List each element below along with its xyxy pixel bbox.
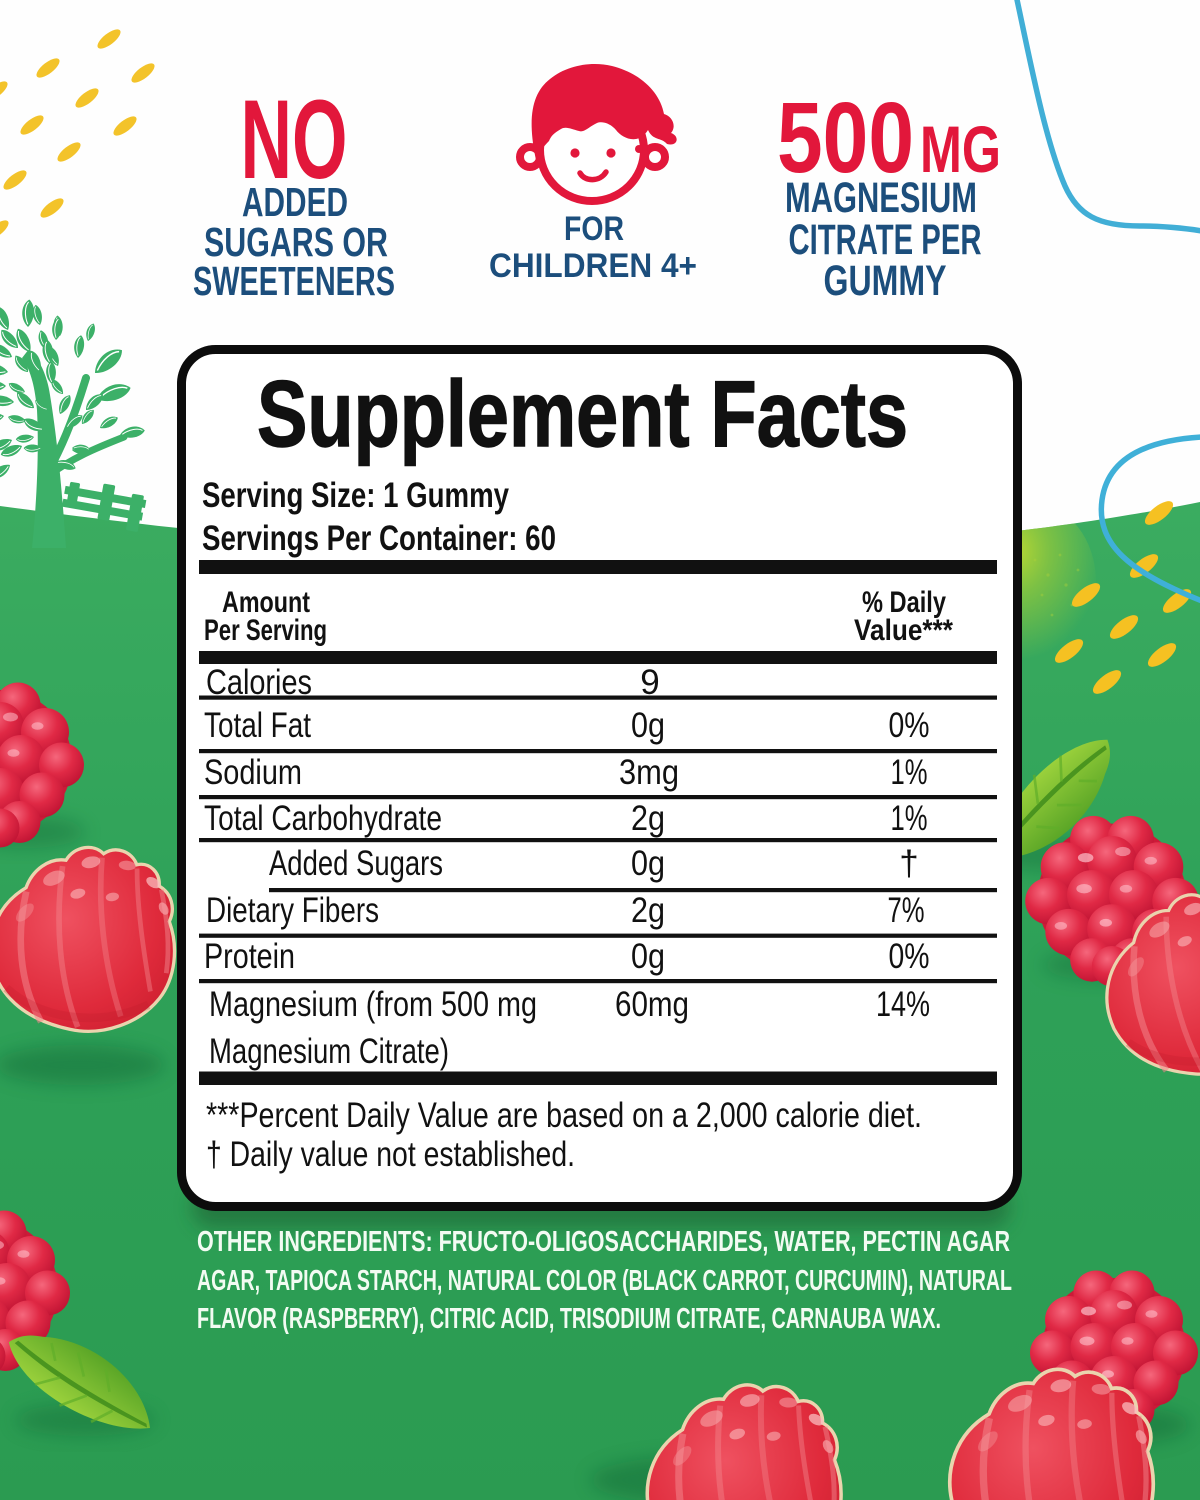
svg-text:Magnesium Citrate): Magnesium Citrate) (209, 1032, 449, 1071)
svg-text:Serving Size: 1 Gummy: Serving Size: 1 Gummy (202, 476, 509, 515)
svg-text:MAGNESIUM: MAGNESIUM (785, 174, 977, 222)
svg-text:0%: 0% (889, 937, 930, 976)
svg-text:Sodium: Sodium (204, 753, 302, 792)
svg-text:***Percent Daily Value are ba: ***Percent Daily Value are based on a 2,… (206, 1096, 922, 1135)
svg-text:Supplement Facts: Supplement Facts (257, 361, 908, 466)
svg-text:AGAR, TAPIOCA STARCH, NATURAL: AGAR, TAPIOCA STARCH, NATURAL COLOR (BLA… (197, 1265, 1012, 1297)
svg-text:CITRATE PER: CITRATE PER (789, 216, 982, 264)
svg-text:Value***: Value*** (854, 614, 953, 647)
svg-text:SWEETENERS: SWEETENERS (193, 258, 395, 304)
svg-text:FLAVOR (RASPBERRY), CITRIC ACI: FLAVOR (RASPBERRY), CITRIC ACID, TRISODI… (197, 1303, 941, 1335)
svg-text:2g: 2g (631, 891, 665, 930)
svg-text:Dietary Fibers: Dietary Fibers (206, 891, 379, 930)
svg-text:FOR: FOR (564, 210, 624, 248)
svg-text:% Daily: % Daily (862, 586, 946, 619)
svg-text:0g: 0g (631, 844, 665, 883)
svg-text:3mg: 3mg (619, 753, 679, 792)
svg-text:500: 500 (777, 82, 914, 194)
svg-text:SUGARS OR: SUGARS OR (204, 219, 388, 265)
svg-text:MG: MG (920, 112, 1001, 186)
svg-text:7%: 7% (888, 891, 925, 930)
svg-text:Total Fat: Total Fat (204, 706, 311, 745)
svg-text:9: 9 (640, 663, 659, 702)
svg-text:0g: 0g (631, 937, 665, 976)
svg-text:Protein: Protein (204, 937, 295, 976)
svg-text:†: † (899, 844, 918, 883)
svg-text:1%: 1% (891, 753, 928, 792)
svg-text:GUMMY: GUMMY (824, 257, 947, 305)
svg-text:0%: 0% (889, 706, 930, 745)
svg-text:Servings Per Container: 60: Servings Per Container: 60 (202, 519, 556, 558)
svg-text:CHILDREN 4+: CHILDREN 4+ (489, 247, 697, 285)
svg-text:1%: 1% (891, 799, 928, 838)
svg-text:0g: 0g (631, 706, 665, 745)
svg-text:14%: 14% (876, 985, 930, 1024)
svg-text:2g: 2g (631, 799, 665, 838)
svg-text:Amount: Amount (222, 586, 310, 619)
svg-text:ADDED: ADDED (242, 179, 348, 225)
svg-text:† Daily value not established.: † Daily value not established. (206, 1135, 575, 1174)
svg-text:60mg: 60mg (615, 985, 689, 1024)
svg-text:Total Carbohydrate: Total Carbohydrate (204, 799, 442, 838)
svg-text:Magnesium (from 500 mg: Magnesium (from 500 mg (209, 985, 537, 1024)
svg-text:OTHER INGREDIENTS: FRUCTO-OL: OTHER INGREDIENTS: FRUCTO-OLIGOSACCHARID… (197, 1226, 1010, 1258)
svg-text:Added Sugars: Added Sugars (269, 844, 443, 883)
svg-text:NO: NO (241, 77, 348, 202)
svg-text:Per Serving: Per Serving (204, 614, 327, 647)
